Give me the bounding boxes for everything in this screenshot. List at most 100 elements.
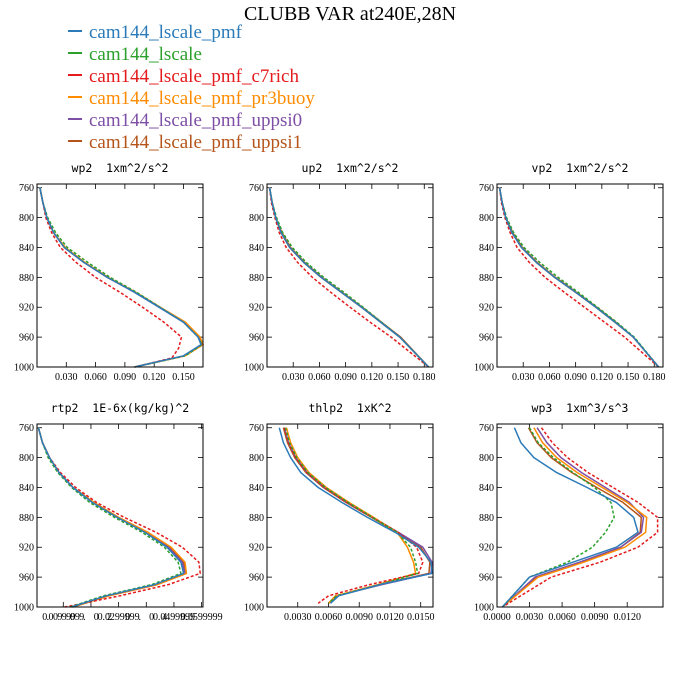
- plot-title: wp2 1xm^2/s^2: [72, 161, 169, 175]
- legend-swatch: [68, 51, 82, 54]
- series-line: [501, 427, 643, 608]
- legend: cam144_lscale_pmf cam144_lscale cam144_lsc…: [68, 22, 315, 154]
- x-tick-label: 0.060: [308, 372, 331, 383]
- plot-panel: vp2 1xm^2/s^2 760 800 840 880 920 960 1000 0.030…: [474, 161, 666, 383]
- y-tick-label: 840: [19, 243, 34, 254]
- x-tick-label: 0.060: [538, 372, 561, 383]
- series-line: [268, 187, 430, 368]
- plot-title: thlp2 1xK^2: [308, 401, 391, 415]
- legend-swatch: [68, 139, 82, 142]
- legend-label: cam144_lscale_pmf_pr3buoy: [89, 88, 315, 109]
- plot-frame: [496, 423, 664, 608]
- x-tick-label: 0.0120: [613, 612, 641, 623]
- series-line: [498, 187, 660, 368]
- plot-panel: rtp2 1E-6x(kg/kg)^2 760 800 840 880 920 960 100…: [14, 401, 223, 623]
- x-tick-label: 0.180: [643, 372, 666, 383]
- y-tick-label: 1000: [244, 603, 264, 614]
- series-line: [498, 187, 660, 368]
- series-line: [268, 187, 430, 368]
- series-line: [268, 187, 430, 368]
- y-tick-label: 880: [19, 513, 34, 524]
- y-tick-label: 840: [19, 483, 34, 494]
- y-tick-label: 800: [19, 453, 34, 464]
- plot-frame: [496, 183, 664, 368]
- legend-item: cam144_lscale_pmf_uppsi0: [68, 110, 315, 132]
- series-line: [268, 187, 430, 368]
- legend-label: cam144_lscale_pmf_uppsi0: [89, 110, 303, 131]
- y-tick-label: 920: [479, 543, 494, 554]
- y-tick-label: 840: [249, 483, 264, 494]
- x-tick-label: 0.00999999: [42, 612, 84, 623]
- series-line: [498, 187, 660, 368]
- series-line: [39, 187, 203, 368]
- x-tick-label: 0.0060: [548, 612, 576, 623]
- plot-panel: wp3 1xm^3/s^3 760 800 840 880 920 960 10000.000…: [474, 401, 664, 623]
- series-line: [268, 187, 430, 368]
- legend-item: cam144_lscale_pmf_uppsi1: [68, 132, 315, 154]
- series-line: [498, 187, 660, 368]
- series-line: [501, 427, 645, 608]
- y-tick-label: 800: [479, 453, 494, 464]
- series-line: [278, 427, 433, 604]
- series-line: [39, 187, 202, 368]
- legend-label: cam144_lscale: [89, 44, 202, 65]
- x-tick-label: 0.150: [172, 372, 195, 383]
- y-tick-label: 800: [479, 213, 494, 224]
- x-tick-label: 0.150: [617, 372, 640, 383]
- y-tick-label: 760: [249, 423, 264, 434]
- y-tick-label: 760: [249, 183, 264, 194]
- y-tick-label: 840: [479, 243, 494, 254]
- legend-item: cam144_lscale_pmf_c7rich: [68, 66, 315, 88]
- y-tick-label: 840: [249, 243, 264, 254]
- plot-panel: wp2 1xm^2/s^2 760 800 840 880 920 960 1000 0.030…: [14, 161, 204, 383]
- plot-title: rtp2 1E-6x(kg/kg)^2: [51, 401, 189, 415]
- legend-item: cam144_lscale_pmf_pr3buoy: [68, 88, 315, 110]
- legend-label: cam144_lscale_pmf_c7rich: [89, 66, 299, 87]
- series-line: [501, 427, 639, 608]
- x-tick-label: 0.150: [387, 372, 410, 383]
- y-tick-label: 1000: [244, 363, 264, 374]
- y-tick-label: 920: [19, 543, 34, 554]
- plot-frame: [36, 183, 204, 368]
- y-tick-label: 880: [19, 273, 34, 284]
- y-tick-label: 1000: [474, 363, 494, 374]
- x-tick-label: 0.120: [361, 372, 384, 383]
- legend-item: cam144_lscale: [68, 44, 315, 66]
- y-tick-label: 760: [19, 183, 34, 194]
- y-tick-label: 920: [19, 303, 34, 314]
- plot-frame: [266, 183, 434, 368]
- series-line: [37, 427, 185, 608]
- chart-title: CLUBB VAR at240E,28N: [243, 3, 457, 25]
- x-tick-label: 0.0299999: [98, 612, 140, 623]
- plot-frame: [266, 423, 434, 608]
- y-tick-label: 800: [249, 213, 264, 224]
- series-line: [268, 187, 430, 368]
- y-tick-label: 880: [249, 513, 264, 524]
- y-tick-label: 920: [249, 303, 264, 314]
- series-line: [284, 427, 419, 604]
- y-tick-label: 920: [249, 543, 264, 554]
- x-tick-label: 0.0090: [581, 612, 609, 623]
- x-tick-label: 0.090: [114, 372, 137, 383]
- y-tick-label: 1000: [14, 363, 34, 374]
- y-tick-label: 880: [479, 273, 494, 284]
- series-line: [283, 427, 433, 604]
- x-tick-label: 0.0599999: [181, 612, 223, 623]
- y-tick-label: 760: [479, 423, 494, 434]
- series-line: [39, 187, 203, 368]
- x-tick-label: 0.0120: [376, 612, 404, 623]
- x-tick-label: 0.0060: [315, 612, 343, 623]
- x-tick-label: 0.0090: [345, 612, 373, 623]
- x-tick-label: 0.0499999: [153, 612, 195, 623]
- plot-frame: [36, 423, 204, 608]
- y-tick-label: 960: [479, 333, 494, 344]
- y-tick-label: 960: [19, 333, 34, 344]
- y-tick-label: 760: [19, 423, 34, 434]
- x-tick-label: 0.030: [55, 372, 78, 383]
- legend-swatch: [68, 29, 82, 32]
- x-tick-label: 0.180: [413, 372, 436, 383]
- legend-label: cam144_lscale_pmf: [89, 22, 243, 43]
- y-tick-label: 880: [479, 513, 494, 524]
- series-line: [502, 427, 659, 608]
